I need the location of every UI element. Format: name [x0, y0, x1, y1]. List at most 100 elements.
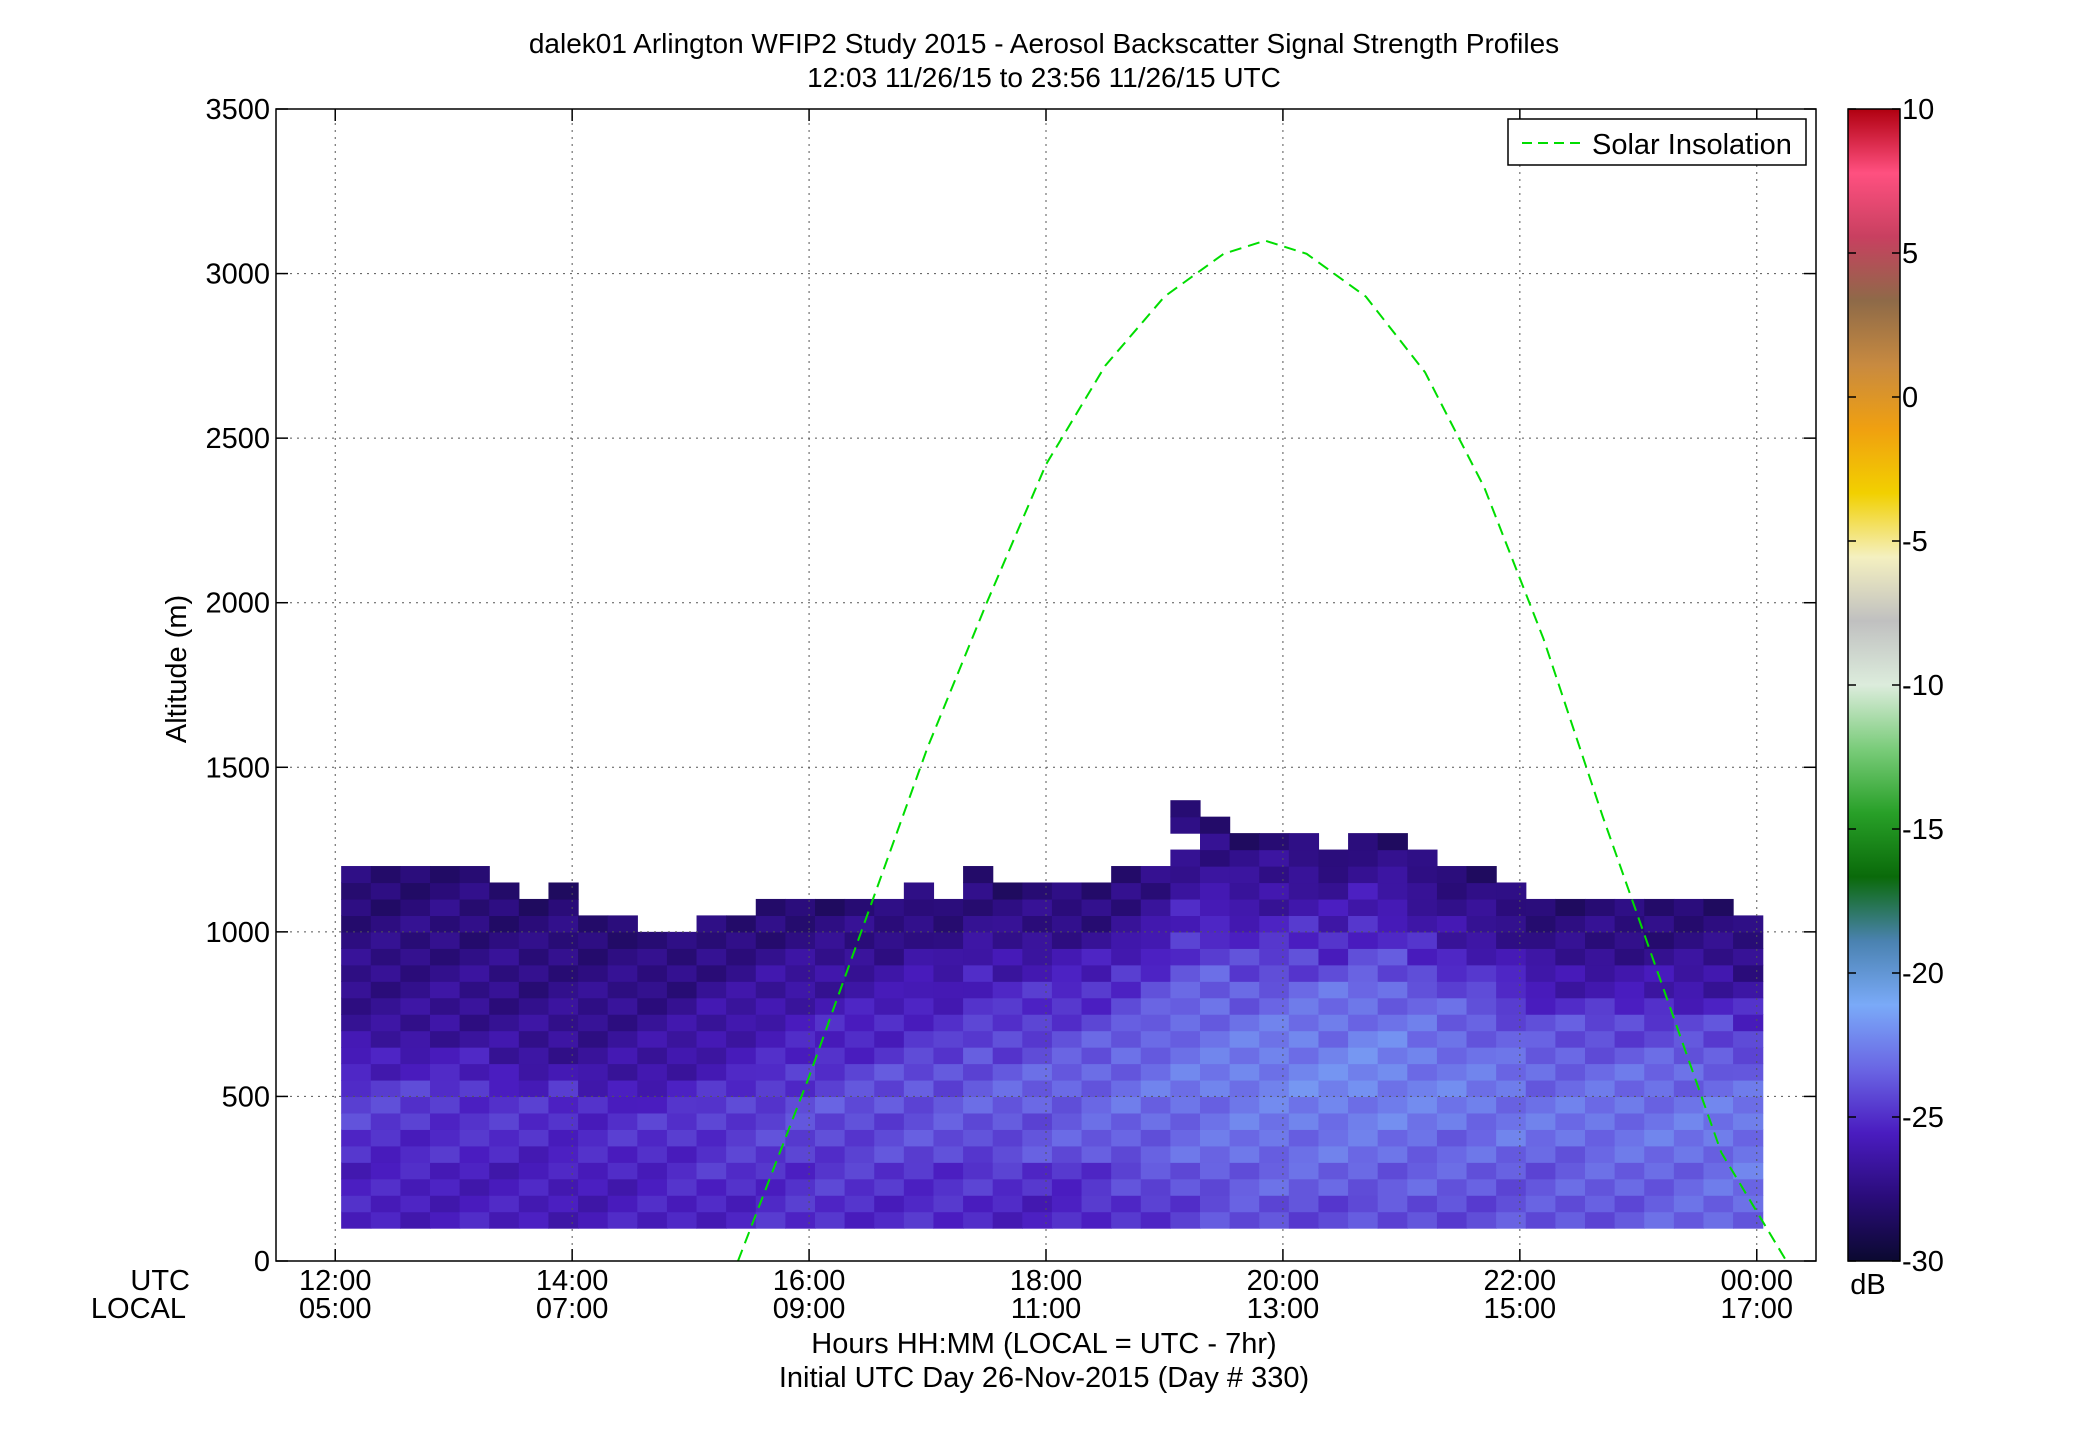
- heatmap-cell: [1081, 1129, 1112, 1147]
- heatmap-cell: [696, 1047, 727, 1065]
- heatmap-cell: [1555, 964, 1586, 982]
- heatmap-cell: [341, 1047, 372, 1065]
- heatmap-cell: [1496, 898, 1527, 916]
- heatmap-cell: [1288, 882, 1320, 900]
- x-tick-label-utc: 20:00: [1247, 1265, 1320, 1297]
- heatmap-cell: [1259, 1178, 1290, 1196]
- heatmap-cell: [1555, 981, 1586, 999]
- heatmap-cell: [1200, 898, 1231, 916]
- heatmap-cell: [1170, 816, 1201, 834]
- heatmap-cell: [1585, 1178, 1616, 1196]
- heatmap-cell: [1140, 1063, 1171, 1081]
- heatmap-cell: [1466, 1178, 1497, 1196]
- heatmap-cell: [1525, 1162, 1556, 1180]
- heatmap-cell: [1229, 1145, 1260, 1163]
- heatmap-cell: [1051, 1063, 1083, 1081]
- heatmap-cell: [844, 1162, 875, 1180]
- heatmap-cell: [785, 915, 816, 933]
- heatmap-cell: [1081, 1014, 1112, 1032]
- heatmap-cell: [489, 915, 520, 933]
- heatmap-cell: [578, 1112, 609, 1130]
- heatmap-cell: [1051, 1079, 1083, 1098]
- heatmap-cell: [1466, 931, 1497, 949]
- heatmap-cell: [1259, 997, 1290, 1015]
- heatmap-cell: [637, 1162, 668, 1180]
- heatmap-cell: [1407, 981, 1438, 999]
- heatmap-cell: [637, 1063, 668, 1081]
- heatmap-cell: [607, 1047, 638, 1065]
- heatmap-cell: [518, 1030, 550, 1048]
- heatmap-cell: [1288, 1178, 1320, 1196]
- heatmap-cell: [903, 1211, 935, 1229]
- heatmap-cell: [1733, 915, 1764, 933]
- heatmap-cell: [755, 1211, 786, 1229]
- heatmap-cell: [637, 1195, 668, 1213]
- heatmap-cell: [430, 1145, 461, 1163]
- heatmap-cell: [903, 898, 935, 916]
- heatmap-cell: [489, 1096, 520, 1114]
- heatmap-cell: [1644, 1030, 1675, 1048]
- heatmap-cell: [1051, 1178, 1083, 1196]
- heatmap-cell: [1288, 1129, 1320, 1147]
- heatmap-cell: [1318, 964, 1349, 982]
- heatmap-cell: [1081, 1112, 1112, 1130]
- heatmap-cell: [400, 981, 431, 999]
- heatmap-cell: [1051, 1047, 1083, 1065]
- heatmap-cell: [844, 948, 875, 966]
- heatmap-cell: [933, 931, 964, 949]
- heatmap-cell: [1585, 1079, 1616, 1098]
- heatmap-cell: [1140, 882, 1171, 900]
- heatmap-cell: [933, 1145, 964, 1163]
- heatmap-cell: [637, 1211, 668, 1229]
- heatmap-cell: [400, 1195, 431, 1213]
- heatmap-cell: [1525, 915, 1556, 933]
- heatmap-cell: [1703, 898, 1734, 916]
- heatmap-cell: [1051, 948, 1083, 966]
- heatmap-cell: [1348, 1195, 1379, 1213]
- heatmap-cell: [1407, 866, 1438, 884]
- heatmap-cell: [666, 1047, 698, 1065]
- heatmap-cell: [1081, 1047, 1112, 1065]
- heatmap-cell: [370, 1063, 401, 1081]
- heatmap-cell: [1348, 1129, 1379, 1147]
- heatmap-cell: [430, 1162, 461, 1180]
- heatmap-cell: [459, 915, 490, 933]
- heatmap-cell: [1733, 931, 1764, 949]
- heatmap-cell: [1348, 964, 1379, 982]
- heatmap-cell: [1377, 1178, 1408, 1196]
- heatmap-cell: [666, 1195, 698, 1213]
- heatmap-cell: [400, 1030, 431, 1048]
- x-axis-label-day: Initial UTC Day 26-Nov-2015 (Day # 330): [779, 1362, 1309, 1394]
- heatmap-cell: [1585, 1195, 1616, 1213]
- heatmap-cell: [607, 964, 638, 982]
- heatmap-cell: [666, 1096, 698, 1114]
- heatmap-cell: [903, 1063, 935, 1081]
- heatmap-cell: [548, 1145, 579, 1163]
- heatmap-cell: [1585, 931, 1616, 949]
- heatmap-cell: [963, 1079, 994, 1098]
- heatmap-cell: [1733, 1030, 1764, 1048]
- heatmap-cell: [489, 1178, 520, 1196]
- heatmap-cell: [607, 1178, 638, 1196]
- heatmap-cell: [1614, 1211, 1645, 1229]
- heatmap-cell: [1644, 1079, 1675, 1098]
- heatmap-cell: [578, 1162, 609, 1180]
- heatmap-cell: [1555, 948, 1586, 966]
- heatmap-cell: [933, 1047, 964, 1065]
- heatmap-cell: [489, 1112, 520, 1130]
- heatmap-cell: [874, 1079, 905, 1098]
- heatmap-cell: [1644, 964, 1675, 982]
- heatmap-cell: [1170, 931, 1201, 949]
- heatmap-cell: [1022, 1195, 1053, 1213]
- heatmap-cell: [1703, 915, 1734, 933]
- heatmap-cell: [1407, 1047, 1438, 1065]
- heatmap-cell: [1496, 948, 1527, 966]
- heatmap-cell: [1614, 1162, 1645, 1180]
- heatmap-cell: [1407, 1211, 1438, 1229]
- heatmap-cell: [1111, 866, 1142, 884]
- heatmap-cell: [963, 981, 994, 999]
- heatmap-cell: [1496, 1047, 1527, 1065]
- heatmap-cell: [1022, 1096, 1053, 1114]
- heatmap-cell: [1229, 1162, 1260, 1180]
- heatmap-cell: [1200, 1079, 1231, 1098]
